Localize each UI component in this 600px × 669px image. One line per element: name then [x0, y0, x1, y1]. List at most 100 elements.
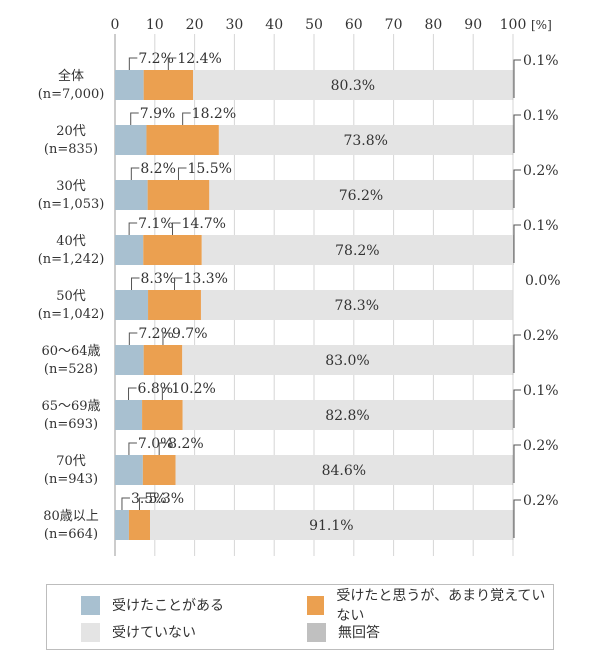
leader-received-1: [130, 112, 139, 125]
label-no-answer-7: 0.2%: [523, 438, 559, 454]
label-received-forgot-3: 14.7%: [182, 216, 226, 232]
label-received-6: 6.8%: [138, 381, 174, 397]
legend-swatch-received-forgot: [307, 595, 325, 615]
label-received-0: 7.2%: [138, 51, 174, 67]
label-not-received-8: 91.1%: [309, 518, 353, 534]
leader-no-answer-8: [513, 499, 521, 538]
leader-no-answer-0: [513, 59, 521, 98]
legend-item-not-received: 受けていない: [81, 621, 196, 643]
label-no-answer-1: 0.1%: [523, 108, 559, 124]
label-no-answer-0: 0.1%: [523, 53, 559, 69]
bars: [115, 70, 514, 540]
legend-swatch-no-answer: [307, 622, 326, 642]
x-tick-label-100: 100: [500, 17, 527, 33]
label-not-received-3: 78.2%: [335, 243, 379, 259]
bar-no_answer-6: [512, 400, 513, 430]
bar-received_forgot-1: [146, 125, 219, 155]
category-name-4: 50代: [56, 289, 86, 304]
stacked-bar-chart: 0 10 20 30 40 50 60 70 80 90 100 [%] 7.2% 12.4%80.3%…: [38, 17, 561, 556]
legend-item-no-answer: 無回答: [307, 621, 380, 643]
x-tick-label-40: 40: [265, 17, 283, 33]
bar-no_answer-3: [513, 235, 514, 265]
x-tick-label-50: 50: [305, 17, 323, 33]
bar-no_answer-5: [512, 345, 514, 375]
leader-received-5: [128, 332, 138, 345]
label-received-forgot-0: 12.4%: [177, 51, 221, 67]
category-name-5: 60〜64歳: [41, 344, 100, 359]
leader-received-0: [128, 57, 138, 70]
bar-received-8: [115, 510, 129, 540]
unit-label: [%]: [531, 18, 552, 32]
leader-no-answer-3: [513, 224, 521, 263]
label-received-forgot-7: 8.2%: [168, 436, 204, 452]
leader-received-forgot-1: [182, 112, 191, 125]
bar-received-6: [115, 400, 143, 430]
leader-no-answer-2: [513, 169, 521, 208]
label-no-answer-3: 0.1%: [523, 218, 559, 234]
category-n-7: (n=943): [44, 472, 98, 487]
bar-received_forgot-7: [142, 455, 176, 485]
category-labels: 全体 (n=7,000) 20代 (n=835) 30代 (n=1,053) 40代 (n=1…: [38, 68, 105, 542]
leader-no-answer-6: [513, 389, 521, 428]
bar-received-4: [115, 290, 149, 320]
bar-no_answer-1: [512, 125, 514, 155]
category-name-6: 65〜69歳: [41, 399, 100, 414]
bar-received_forgot-8: [128, 510, 151, 540]
category-name-3: 40代: [56, 234, 86, 249]
label-not-received-6: 82.8%: [325, 408, 369, 424]
leader-received-forgot-8: [138, 497, 148, 510]
bar-received-5: [115, 345, 144, 375]
bar-not_received-6: [182, 400, 513, 430]
leader-received-4: [131, 277, 140, 290]
category-n-4: (n=1,042): [38, 307, 105, 322]
data-labels: 7.2% 12.4%80.3%0.1%7.9% 18.2%73.8%0.1%8.2%…: [121, 51, 561, 538]
bar-not_received-0: [193, 70, 513, 100]
leader-received-3: [128, 222, 138, 235]
bar-not_received-3: [201, 235, 514, 265]
label-received-1: 7.9%: [140, 106, 176, 122]
category-name-0: 全体: [58, 68, 84, 84]
label-received-7: 7.0%: [138, 436, 174, 452]
label-received-forgot-5: 9.7%: [172, 326, 208, 342]
legend-swatch-not-received: [81, 622, 100, 642]
category-n-8: (n=664): [44, 527, 98, 542]
leader-received-forgot-6: [161, 387, 171, 400]
label-not-received-2: 76.2%: [339, 188, 383, 204]
bar-received-3: [115, 235, 144, 265]
leader-received-2: [130, 167, 140, 180]
legend-item-received-forgot: 受けたと思うが、あまり覚えていない: [307, 588, 553, 624]
category-n-3: (n=1,242): [38, 252, 105, 267]
label-no-answer-6: 0.1%: [523, 383, 559, 399]
category-n-1: (n=835): [44, 142, 98, 157]
label-no-answer-5: 0.2%: [523, 328, 559, 344]
label-received-5: 7.2%: [138, 326, 174, 342]
bar-received-2: [115, 180, 148, 210]
label-no-answer-8: 0.2%: [523, 493, 559, 509]
leader-received-8: [121, 497, 130, 510]
x-tick-label-90: 90: [464, 17, 482, 33]
category-name-7: 70代: [56, 454, 86, 469]
legend: 受けたことがある 受けたと思うが、あまり覚えていない 受けていない 無回答: [46, 584, 554, 650]
label-received-forgot-4: 13.3%: [184, 271, 228, 287]
x-tick-label-60: 60: [345, 17, 363, 33]
label-no-answer-2: 0.2%: [523, 163, 559, 179]
bar-not_received-4: [200, 290, 513, 320]
leader-no-answer-7: [513, 444, 521, 483]
x-tick-label-70: 70: [385, 17, 403, 33]
label-not-received-7: 84.6%: [322, 463, 366, 479]
label-received-forgot-8: 5.3%: [148, 491, 184, 507]
bar-not_received-8: [150, 510, 513, 540]
bar-received_forgot-3: [143, 235, 202, 265]
legend-item-received: 受けたことがある: [81, 594, 224, 616]
bar-no_answer-8: [512, 510, 514, 540]
bar-received_forgot-6: [142, 400, 183, 430]
label-received-forgot-2: 15.5%: [187, 161, 231, 177]
category-n-0: (n=7,000): [38, 87, 105, 102]
bar-received-1: [115, 125, 147, 155]
bar-not_received-5: [182, 345, 513, 375]
category-n-6: (n=693): [44, 417, 98, 432]
category-name-1: 20代: [56, 124, 86, 139]
leader-no-answer-5: [513, 334, 521, 373]
bar-no_answer-2: [512, 180, 514, 210]
leader-received-forgot-3: [172, 222, 181, 235]
